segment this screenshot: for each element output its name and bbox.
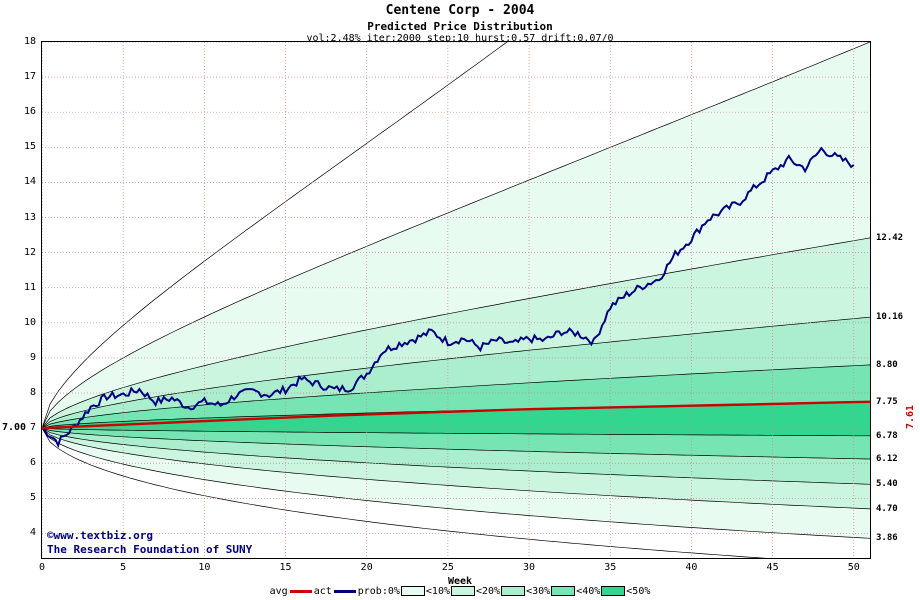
x-tick-label: 30 [523, 562, 536, 573]
band-30-swatch [501, 586, 526, 596]
plot-svg [42, 42, 870, 558]
y-tick-label: 4 [29, 527, 36, 539]
band-50-swatch [601, 586, 626, 596]
credit-organization: The Research Foundation of SUNY [47, 543, 253, 556]
band-10-swatch [400, 586, 425, 596]
series-act [42, 146, 855, 449]
band-outline [42, 237, 870, 429]
y-tick-label: 13 [23, 211, 36, 223]
x-tick-label: 45 [766, 562, 779, 573]
right-label-10-16: 10.16 [876, 312, 904, 323]
x-tick-label: 0 [38, 562, 46, 573]
x-tick-label: 15 [279, 562, 292, 573]
right-label-6-12: 6.12 [876, 454, 898, 464]
legend-avg: avg act prob:0% <10% <20% <30% <40% <50% [269, 586, 651, 597]
y-tick-label: 17 [23, 71, 36, 83]
x-tick-label: 35 [604, 562, 617, 573]
x-tick-label: 5 [120, 562, 127, 573]
legend-p10-label: <10% [425, 586, 450, 597]
band-outline [42, 42, 870, 429]
x-tick-label: 20 [360, 562, 373, 573]
right-label-7-75: 7.75 [876, 396, 898, 407]
legend-p30-label: <30% [526, 586, 551, 597]
band-20-swatch [451, 586, 475, 596]
end-price-label: 7.61 [905, 404, 916, 429]
x-tick-label: 40 [685, 562, 698, 573]
y-tick-label: 18 [23, 36, 36, 47]
legend-act-label: act [313, 586, 332, 597]
y-tick-label: 8 [29, 387, 36, 399]
x-tick-label: 50 [847, 562, 860, 573]
y-tick-label: 7 [29, 422, 36, 434]
legend-p40-label: <40% [576, 586, 601, 597]
band-outline [42, 427, 870, 539]
act-line-swatch [333, 589, 356, 593]
extreme-envelope [42, 42, 508, 429]
chart-legend: avg act prob:0% <10% <20% <30% <40% <50% [0, 586, 920, 598]
series-avg [42, 400, 870, 430]
y-tick-label: 6 [29, 457, 36, 469]
band-outline [42, 427, 870, 510]
chart-parameters: vol:2.48% iter:2000 step:10 hurst:0.57 d… [306, 33, 614, 44]
y-tick-label: 15 [23, 141, 36, 153]
chart-subtitle: Predicted Price Distribution [367, 20, 553, 33]
band-outline [42, 427, 870, 460]
legend-avg-label: avg [269, 586, 288, 597]
right-label-12-42: 12.42 [876, 232, 904, 243]
extreme-envelope [42, 427, 767, 558]
y-tick-label: 11 [23, 281, 36, 293]
x-tick-label: 10 [198, 562, 211, 573]
band-40-swatch [551, 586, 576, 596]
legend-p20-label: <20% [476, 586, 501, 597]
right-label-8-80: 8.80 [876, 359, 898, 370]
right-label-3-86: 3.86 [876, 533, 898, 544]
plot-area [42, 42, 870, 558]
avg-line-swatch [289, 589, 312, 593]
band-outline [42, 427, 870, 437]
x-axis-title: Week [447, 576, 473, 587]
right-label-4-70: 4.70 [876, 503, 898, 514]
band-outline [42, 427, 870, 485]
y-tick-label: 5 [29, 492, 36, 504]
legend-p50-label: <50% [626, 586, 651, 597]
right-label-5-40: 5.40 [876, 479, 898, 490]
credit-website: ©www.textbiz.org [47, 529, 153, 542]
prob-band-50 [42, 401, 870, 436]
legend-prob-label: prob:0% [357, 586, 400, 597]
y-tick-label: 9 [29, 351, 36, 363]
chart-title: Centene Corp - 2004 [385, 3, 535, 18]
y-tick-label: 16 [23, 106, 36, 118]
y-tick-label: 14 [23, 176, 36, 188]
y-tick-label: 10 [23, 316, 36, 328]
x-tick-label: 25 [441, 562, 454, 573]
start-price-label: 7.00 [2, 422, 27, 434]
band-outline [42, 364, 870, 429]
y-tick-label: 12 [23, 246, 36, 258]
right-label-6-78: 6.78 [876, 430, 898, 441]
